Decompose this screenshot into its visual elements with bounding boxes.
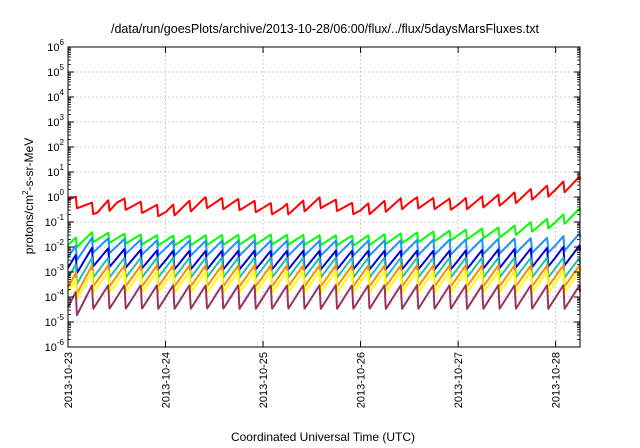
grid bbox=[68, 47, 580, 347]
series-line bbox=[67, 284, 581, 317]
chart-title: /data/run/goesPlots/archive/2013-10-28/0… bbox=[111, 22, 540, 36]
y-tick-label-exponent: -6 bbox=[57, 338, 65, 347]
x-tick-label: 2013-10-27 bbox=[453, 352, 465, 408]
y-tick-label-exponent: 1 bbox=[60, 163, 65, 172]
y-tick-label-base: 10 bbox=[47, 92, 59, 104]
x-tick-label: 2013-10-25 bbox=[258, 352, 270, 408]
y-tick-label-base: 10 bbox=[45, 267, 57, 279]
y-tick-label-exponent: -2 bbox=[57, 238, 65, 247]
y-tick-label: 10-6 bbox=[45, 338, 65, 354]
y-tick-label: 10-5 bbox=[45, 313, 65, 329]
y-tick-label-base: 10 bbox=[47, 167, 59, 179]
y-tick-label-base: 10 bbox=[45, 217, 57, 229]
series-line bbox=[67, 232, 581, 261]
x-tick-label: 2013-10-26 bbox=[356, 352, 368, 408]
y-tick-label-exponent: -1 bbox=[57, 213, 65, 222]
y-axis-label-part1: protons/cm bbox=[22, 195, 36, 254]
y-tick-label: 103 bbox=[47, 113, 64, 129]
y-tick-label: 106 bbox=[47, 38, 64, 54]
plot-area bbox=[67, 175, 581, 317]
y-tick-label-base: 10 bbox=[45, 242, 57, 254]
y-tick-label: 10-4 bbox=[45, 288, 65, 304]
y-tick-label-exponent: -4 bbox=[57, 288, 65, 297]
y-tick-label: 104 bbox=[47, 88, 64, 104]
y-axis-label: protons/cm2-s-sr-MeV bbox=[21, 138, 36, 254]
y-tick-label-exponent: 4 bbox=[60, 88, 65, 97]
y-axis-ticks: 10-610-510-410-310-210-11001011021031041… bbox=[45, 38, 580, 354]
y-tick-label-base: 10 bbox=[45, 317, 57, 329]
y-tick-label-base: 10 bbox=[45, 292, 57, 304]
y-tick-label-base: 10 bbox=[45, 342, 57, 354]
y-tick-label: 100 bbox=[47, 188, 64, 204]
y-tick-label-base: 10 bbox=[47, 67, 59, 79]
x-tick-label: 2013-10-23 bbox=[63, 352, 75, 408]
y-tick-label-base: 10 bbox=[47, 192, 59, 204]
y-tick-label-base: 10 bbox=[47, 117, 59, 129]
y-tick-label: 10-2 bbox=[45, 238, 65, 254]
x-tick-label: 2013-10-28 bbox=[551, 352, 563, 408]
series-line bbox=[67, 244, 581, 274]
y-tick-label: 102 bbox=[47, 138, 64, 154]
y-tick-label: 10-3 bbox=[45, 263, 65, 279]
y-axis-label-part2: -s-sr-MeV bbox=[22, 138, 36, 191]
y-tick-label-exponent: -5 bbox=[57, 313, 65, 322]
y-tick-label-exponent: 5 bbox=[60, 63, 65, 72]
y-tick-label-exponent: -3 bbox=[57, 263, 65, 272]
y-tick-label-exponent: 6 bbox=[60, 38, 65, 47]
y-tick-label: 101 bbox=[47, 163, 64, 179]
y-tick-label-base: 10 bbox=[47, 142, 59, 154]
y-tick-label-base: 10 bbox=[47, 42, 59, 54]
x-axis-ticks: 2013-10-23 2013-10-24 2013-10-25 2013-10-26… bbox=[63, 47, 563, 408]
series-line bbox=[67, 207, 581, 249]
y-axis-label-sup: 2 bbox=[21, 190, 30, 195]
y-tick-label-exponent: 3 bbox=[60, 113, 65, 122]
series-line bbox=[67, 270, 581, 301]
series-line bbox=[67, 256, 581, 285]
x-tick-label: 2013-10-24 bbox=[161, 352, 173, 408]
series-line bbox=[67, 264, 581, 295]
y-tick-label: 10-1 bbox=[45, 213, 65, 229]
y-tick-label-exponent: 0 bbox=[60, 188, 65, 197]
y-tick-label-exponent: 2 bbox=[60, 138, 65, 147]
x-axis-label: Coordinated Universal Time (UTC) bbox=[231, 430, 415, 444]
series-line bbox=[67, 175, 581, 218]
y-tick-label: 105 bbox=[47, 63, 64, 79]
